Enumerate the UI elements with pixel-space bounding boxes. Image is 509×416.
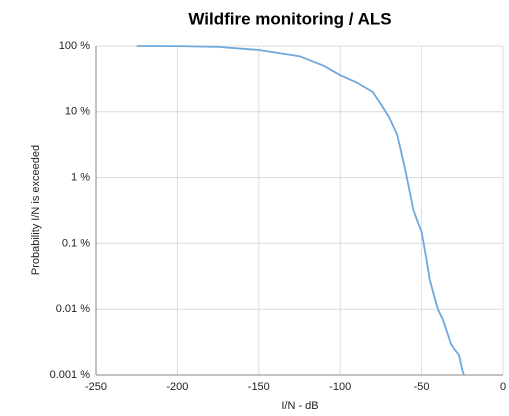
y-tick-label: 0.01 % bbox=[56, 303, 90, 315]
y-axis-label: Probability I/N is exceeded bbox=[30, 145, 42, 275]
x-tick-label: -200 bbox=[166, 381, 188, 393]
x-tick-label: -50 bbox=[414, 381, 430, 393]
x-tick-label: 0 bbox=[500, 381, 506, 393]
plot-area bbox=[96, 46, 503, 375]
x-tick-label: -100 bbox=[329, 381, 351, 393]
x-tick-label: -150 bbox=[248, 381, 270, 393]
y-tick-label: 100 % bbox=[59, 40, 90, 52]
x-tick-label: -250 bbox=[85, 381, 107, 393]
y-tick-label: 0.1 % bbox=[62, 237, 90, 249]
data-line bbox=[136, 45, 465, 376]
x-axis-label: I/N - dB bbox=[281, 400, 318, 412]
y-tick-label: 10 % bbox=[65, 106, 90, 118]
chart-title: Wildfire monitoring / ALS bbox=[188, 9, 391, 28]
y-tick-label: 0.001 % bbox=[50, 369, 91, 381]
y-tick-label: 1 % bbox=[71, 172, 90, 184]
